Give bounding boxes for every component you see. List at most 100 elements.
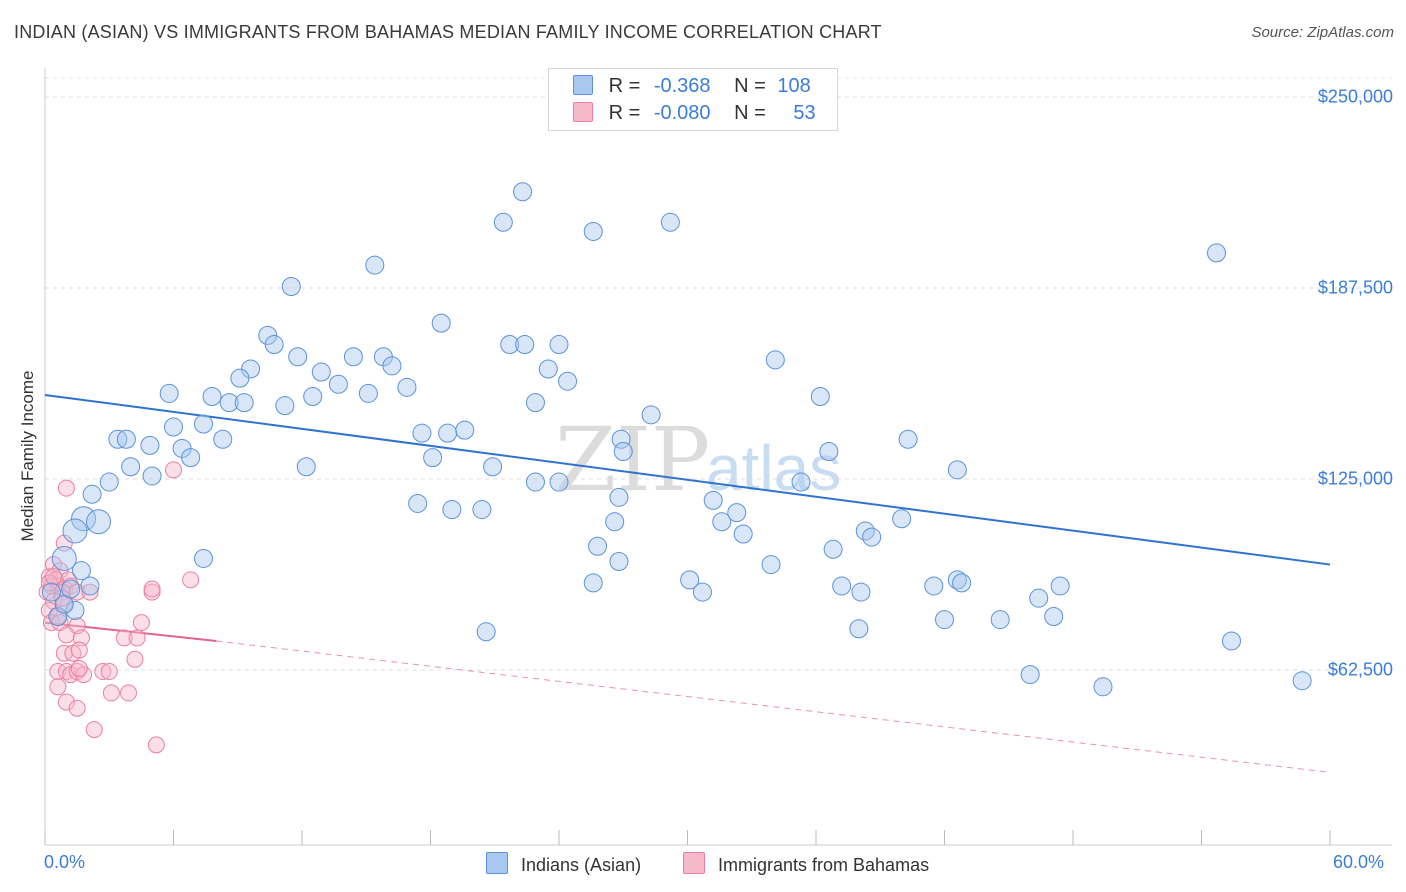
point-bahamas-51 bbox=[45, 568, 63, 586]
point-indians-43 bbox=[611, 429, 631, 449]
point-indians-41 bbox=[116, 429, 136, 449]
point-indians-92 bbox=[1044, 607, 1064, 627]
point-indians-84 bbox=[832, 576, 852, 596]
source-label: Source: ZipAtlas.com bbox=[1251, 24, 1394, 41]
point-bahamas-34 bbox=[126, 650, 144, 668]
point-indians-99 bbox=[1093, 677, 1113, 697]
point-indians-47 bbox=[613, 441, 633, 461]
point-indians-25 bbox=[397, 377, 417, 397]
point-indians-77 bbox=[823, 539, 843, 559]
y-tick-62500: $62,500 bbox=[1327, 659, 1393, 680]
r-value: -0.080 bbox=[653, 102, 711, 124]
point-bahamas-42 bbox=[100, 663, 118, 681]
point-indians-88 bbox=[952, 573, 972, 593]
y-tick-187500: $187,500 bbox=[1317, 277, 1393, 298]
point-indians-53 bbox=[483, 457, 503, 477]
point-indians-51 bbox=[121, 457, 141, 477]
point-indians-7 bbox=[431, 313, 451, 333]
legend-swatch-bahamas bbox=[683, 852, 705, 874]
n-value: 53 bbox=[793, 102, 816, 124]
legend-item-indians: Indians (Asian) bbox=[486, 852, 641, 876]
point-indians-31 bbox=[234, 393, 254, 413]
point-indians-2 bbox=[583, 221, 603, 241]
point-indians-61 bbox=[609, 487, 629, 507]
trend-line-indians bbox=[44, 393, 1331, 566]
n-label: N = bbox=[734, 75, 766, 97]
trend-line-indians-path bbox=[44, 393, 1331, 566]
y-tick-125000: $125,000 bbox=[1317, 468, 1393, 489]
point-indians-71 bbox=[892, 509, 912, 529]
point-indians-13 bbox=[765, 350, 785, 370]
point-indians-62 bbox=[703, 490, 723, 510]
watermark-atlas: atlas bbox=[706, 432, 841, 504]
point-indians-73 bbox=[733, 524, 753, 544]
point-indians-5 bbox=[365, 255, 385, 275]
point-indians-18 bbox=[311, 362, 331, 382]
point-indians-33 bbox=[525, 393, 545, 413]
point-indians-27 bbox=[202, 386, 222, 406]
point-indians-54 bbox=[947, 460, 967, 480]
point-indians-3 bbox=[660, 212, 680, 232]
point-indians-78 bbox=[193, 548, 213, 568]
point-indians-30 bbox=[219, 393, 239, 413]
point-indians-69 bbox=[605, 512, 625, 532]
n-label: N = bbox=[734, 102, 766, 124]
point-indians-95 bbox=[849, 619, 869, 639]
point-indians-76 bbox=[588, 536, 608, 556]
point-indians-34 bbox=[641, 405, 661, 425]
point-indians-20 bbox=[382, 356, 402, 376]
point-bahamas-30 bbox=[128, 629, 146, 647]
point-indians-105 bbox=[71, 561, 91, 581]
point-indians-79 bbox=[51, 545, 77, 571]
point-indians-89 bbox=[1050, 576, 1070, 596]
point-bahamas-39 bbox=[75, 666, 93, 684]
point-indians-91 bbox=[1029, 588, 1049, 608]
point-indians-66 bbox=[727, 503, 747, 523]
trend-line-bahamas-dashed bbox=[216, 640, 1331, 773]
point-indians-82 bbox=[583, 573, 603, 593]
point-indians-1 bbox=[493, 212, 513, 232]
point-bahamas-47 bbox=[68, 699, 86, 717]
point-indians-11 bbox=[515, 335, 535, 355]
point-indians-9 bbox=[264, 335, 284, 355]
stats-legend: R = -0.368 N = 108 R = -0.080 N = 53 bbox=[548, 68, 838, 131]
swatch-indians bbox=[573, 75, 593, 95]
point-indians-26 bbox=[159, 383, 179, 403]
point-bahamas-49 bbox=[147, 736, 165, 754]
point-indians-42 bbox=[213, 429, 233, 449]
point-indians-36 bbox=[164, 417, 183, 437]
point-indians-106 bbox=[61, 579, 81, 599]
point-indians-52 bbox=[296, 457, 316, 477]
point-indians-55 bbox=[142, 466, 162, 486]
point-indians-58 bbox=[549, 472, 569, 492]
stats-row-bahamas: R = -0.080 N = 53 bbox=[573, 102, 816, 126]
point-bahamas-18 bbox=[182, 571, 200, 589]
point-bahamas-45 bbox=[120, 684, 138, 702]
swatch-bahamas bbox=[573, 102, 593, 122]
point-indians-44 bbox=[898, 429, 918, 449]
point-indians-23 bbox=[328, 374, 348, 394]
point-indians-83 bbox=[680, 570, 700, 590]
n-value: 108 bbox=[777, 75, 811, 97]
point-indians-102 bbox=[48, 607, 68, 627]
point-indians-70 bbox=[712, 512, 732, 532]
y-tick-250000: $250,000 bbox=[1317, 86, 1393, 107]
point-bahamas-40 bbox=[70, 659, 88, 677]
point-indians-6 bbox=[281, 276, 301, 296]
point-indians-85 bbox=[851, 582, 871, 602]
point-indians-37 bbox=[412, 423, 432, 443]
point-indians-90 bbox=[692, 582, 712, 602]
point-indians-63 bbox=[408, 493, 428, 513]
legend-label-bahamas: Immigrants from Bahamas bbox=[718, 855, 930, 875]
point-indians-28 bbox=[303, 386, 323, 406]
trend-line-bahamas bbox=[44, 621, 1331, 773]
point-indians-100 bbox=[1292, 671, 1312, 691]
point-indians-32 bbox=[275, 396, 295, 416]
point-indians-8 bbox=[258, 325, 278, 345]
x-tick-max: 60.0% bbox=[1333, 852, 1385, 872]
legend-item-bahamas: Immigrants from Bahamas bbox=[683, 852, 929, 876]
points-indians bbox=[41, 182, 1312, 697]
point-indians-94 bbox=[990, 610, 1010, 630]
point-indians-22 bbox=[230, 368, 250, 388]
point-indians-29 bbox=[810, 386, 830, 406]
